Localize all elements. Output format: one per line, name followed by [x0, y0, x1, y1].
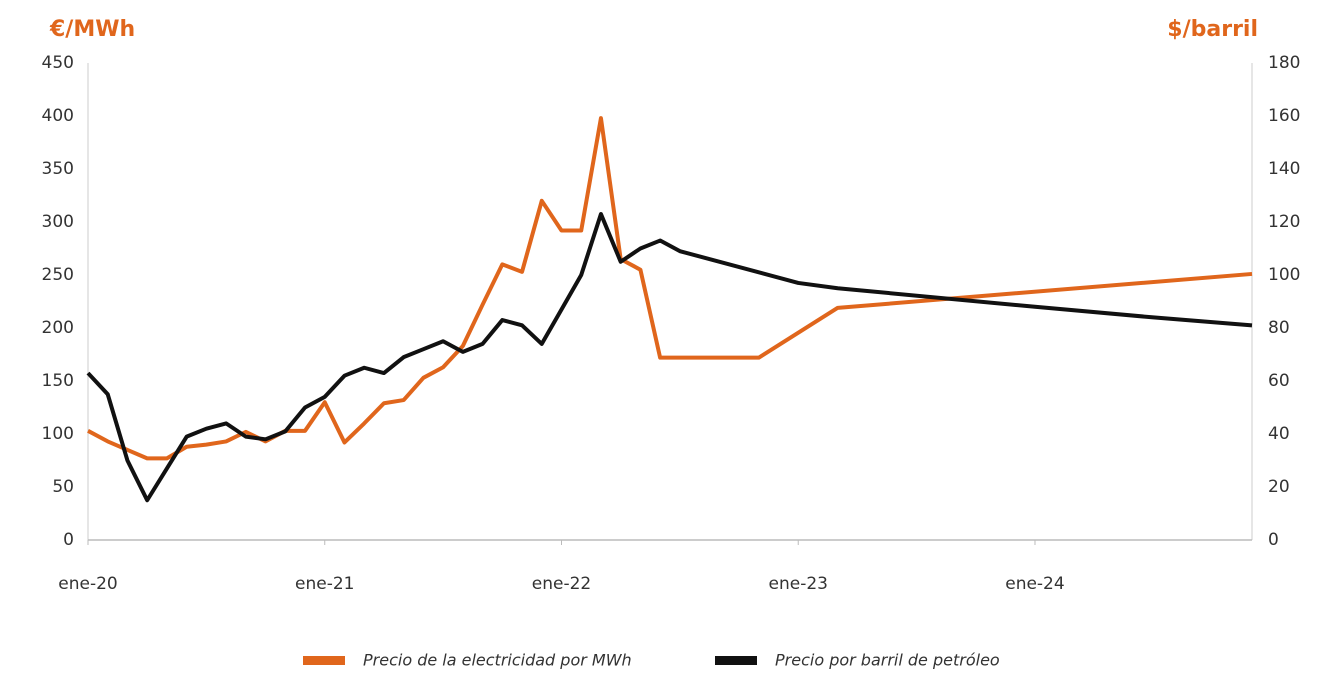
y2-tick-label: 120	[1268, 212, 1300, 232]
y2-tick-label: 160	[1268, 106, 1300, 126]
x-tick-label: ene-22	[532, 574, 591, 594]
y2-tick-label: 0	[1268, 530, 1279, 550]
y2-axis-title: $/barril	[1167, 17, 1258, 42]
y-tick-label: 450	[42, 53, 74, 73]
y-tick-label: 50	[52, 477, 74, 497]
y-axis-title: €/MWh	[49, 17, 135, 42]
y-tick-label: 100	[42, 424, 74, 444]
y2-tick-label: 100	[1268, 265, 1300, 285]
x-tick-label: ene-23	[769, 574, 828, 594]
y2-tick-label: 60	[1268, 371, 1290, 391]
y2-tick-label: 180	[1268, 53, 1300, 73]
y2-tick-label: 40	[1268, 424, 1290, 444]
legend-label: Precio por barril de petróleo	[775, 651, 1000, 670]
y2-tick-label: 80	[1268, 318, 1290, 338]
y-tick-label: 350	[42, 159, 74, 179]
legend-label: Precio de la electricidad por MWh	[363, 651, 632, 670]
legend-swatch	[715, 656, 757, 665]
x-tick-label: ene-21	[295, 574, 354, 594]
y2-tick-label: 140	[1268, 159, 1300, 179]
series-line	[86, 212, 1253, 503]
y-tick-label: 150	[42, 371, 74, 391]
x-tick-label: ene-20	[58, 574, 117, 594]
x-tick-label: ene-24	[1005, 574, 1064, 594]
y2-tick-label: 20	[1268, 477, 1290, 497]
y-tick-label: 0	[63, 530, 74, 550]
y-tick-label: 400	[42, 106, 74, 126]
y-tick-label: 200	[42, 318, 74, 338]
series-line	[87, 116, 1253, 461]
y-tick-label: 300	[42, 212, 74, 232]
y-tick-label: 250	[42, 265, 74, 285]
legend-swatch	[303, 656, 345, 665]
